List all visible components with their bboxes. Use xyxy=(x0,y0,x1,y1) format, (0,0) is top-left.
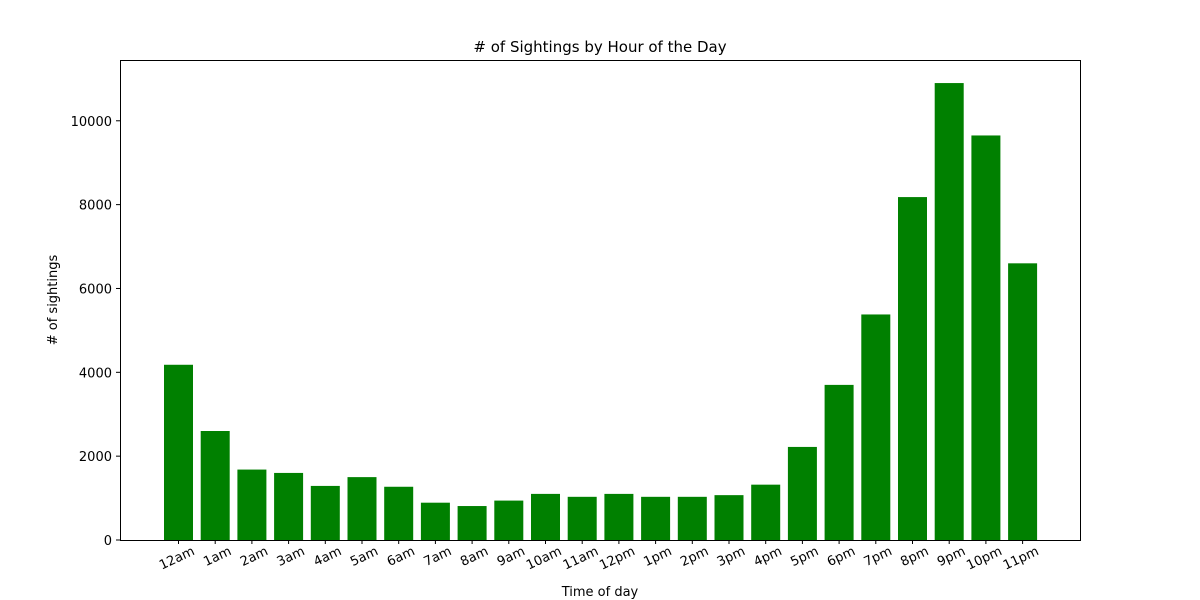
bar-4pm xyxy=(751,484,781,540)
bar-6pm xyxy=(824,384,854,540)
bars-group xyxy=(164,83,1038,540)
bar-1pm xyxy=(641,496,671,540)
x-tick-label: 3pm xyxy=(715,544,748,570)
bar-2pm xyxy=(677,496,707,540)
bar-9pm xyxy=(934,83,964,540)
y-axis-label: # of sightings xyxy=(46,255,61,346)
x-tick-label: 12am xyxy=(157,544,197,573)
x-tick-label: 11am xyxy=(561,544,601,573)
x-tick-label: 3am xyxy=(275,544,308,570)
x-tick-label: 2pm xyxy=(678,544,711,570)
y-tick-label: 6000 xyxy=(79,282,112,297)
bar-6am xyxy=(384,486,414,540)
x-tick-label: 9pm xyxy=(935,544,968,570)
bar-11am xyxy=(567,496,597,540)
x-axis: 12am 1am 2am 3am 4am 5am 6am 7am 8am 9am10am11am1… xyxy=(157,540,1041,573)
x-tick-label: 5am xyxy=(348,544,381,570)
chart-title: # of Sightings by Hour of the Day xyxy=(473,38,726,56)
bar-11pm xyxy=(1008,263,1038,540)
bar-9am xyxy=(494,500,524,540)
y-tick-label: 0 xyxy=(104,534,112,549)
x-tick-label: 6pm xyxy=(825,544,858,570)
plot-frame xyxy=(120,60,1081,541)
bar-1am xyxy=(200,431,230,540)
y-tick-label: 8000 xyxy=(79,199,112,214)
x-tick-label: 4am xyxy=(311,544,344,570)
x-tick-label: 4pm xyxy=(752,544,785,570)
bar-10pm xyxy=(971,135,1001,540)
x-tick-label: 10pm xyxy=(964,544,1004,573)
y-axis: 0 2000 4000 6000 8000 10000 xyxy=(71,115,120,549)
bar-8pm xyxy=(898,197,927,540)
bar-3pm xyxy=(714,495,744,540)
bar-4am xyxy=(310,485,340,540)
x-tick-label: 7am xyxy=(422,544,455,570)
x-tick-label: 10am xyxy=(524,544,564,573)
bar-7pm xyxy=(861,314,891,540)
bar-5pm xyxy=(787,446,817,540)
x-tick-label: 7pm xyxy=(862,544,895,570)
x-tick-label: 12pm xyxy=(597,544,637,573)
x-tick-label: 8pm xyxy=(898,544,931,570)
x-tick-label: 8am xyxy=(458,544,491,570)
bar-7am xyxy=(420,502,450,540)
y-tick-label: 2000 xyxy=(79,450,112,465)
bar-12am xyxy=(164,364,193,540)
bar-12pm xyxy=(604,493,634,540)
x-axis-label: Time of day xyxy=(561,585,639,600)
x-tick-label: 2am xyxy=(238,544,271,570)
bar-2am xyxy=(237,469,267,540)
bar-10am xyxy=(531,493,560,540)
bar-8am xyxy=(457,506,487,540)
y-tick-label: 4000 xyxy=(79,366,112,381)
x-tick-label: 11pm xyxy=(1001,544,1041,573)
x-tick-label: 6am xyxy=(385,544,418,570)
bar-3am xyxy=(274,472,304,540)
x-tick-label: 1pm xyxy=(641,544,674,570)
y-tick-label: 10000 xyxy=(71,115,112,130)
bar-5am xyxy=(347,477,377,540)
x-tick-label: 9am xyxy=(495,544,528,570)
x-tick-label: 5pm xyxy=(788,544,821,570)
x-tick-label: 1am xyxy=(201,544,234,570)
